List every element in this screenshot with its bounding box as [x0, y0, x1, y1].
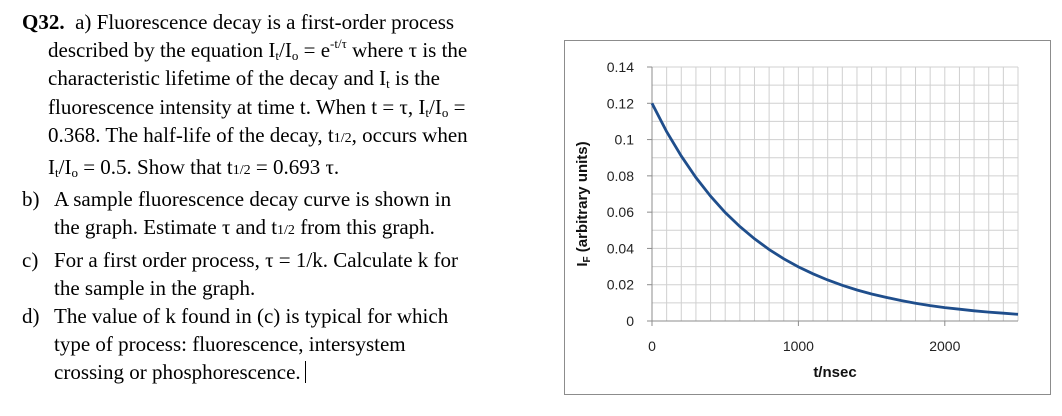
chart-grid [651, 66, 1019, 322]
x-axis-title: t/nsec [813, 364, 856, 381]
part-d-line-3: crossing or phosphorescence. [54, 358, 552, 386]
part-b: b) A sample fluorescence decay curve is … [22, 185, 552, 245]
part-a-line-4: fluorescence intensity at time t. When t… [48, 94, 466, 120]
y-tick-label: 0.02 [607, 277, 634, 293]
part-a-label: a) [75, 10, 92, 34]
part-b-line-1: A sample fluorescence decay curve is sho… [54, 187, 452, 212]
y-tick-label: 0.1 [615, 132, 635, 148]
question-text: Q32. a) Fluorescence decay is a first-or… [22, 8, 552, 387]
y-tick-label: 0.06 [607, 204, 634, 220]
part-d-label: d) [22, 304, 40, 329]
part-c-label: c) [22, 247, 39, 272]
decay-curve-line [650, 102, 1019, 316]
chart-axes [647, 66, 1018, 326]
part-d: d) The value of k found in (c) is typica… [22, 302, 552, 387]
part-b-label: b) [22, 187, 40, 212]
part-d-line-2: type of process: fluorescence, intersyst… [54, 332, 406, 357]
decay-chart-svg: 0 0.02 0.04 0.06 0.08 0.1 0.12 0.14 0 1000 2000 t/… [574, 59, 1019, 381]
question-number: Q32 [22, 10, 60, 34]
y-tick-label: 0.08 [607, 168, 634, 184]
y-tick-label: 0.04 [607, 240, 634, 256]
y-axis-title: IF (arbitrary units) [574, 141, 593, 266]
decay-chart: 0 0.02 0.04 0.06 0.08 0.1 0.12 0.14 0 1000 2000 t/… [564, 40, 1051, 395]
chart-tick-labels: 0 0.02 0.04 0.06 0.08 0.1 0.12 0.14 0 1000 2000 [607, 59, 961, 354]
part-a-text-1: Fluorescence decay is a first-order proc… [96, 10, 455, 34]
part-a-line-5: 0.368. The half-life of the decay, t1/2,… [48, 122, 468, 147]
part-b-line-2: the graph. Estimate τ and t1/2 from this… [54, 215, 435, 240]
y-tick-label: 0.14 [607, 59, 634, 75]
part-a-line-1: Q32. a) Fluorescence decay is a first-or… [22, 10, 455, 34]
y-tick-label: 0 [626, 313, 634, 329]
y-tick-label: 0.12 [607, 95, 634, 111]
x-tick-label: 1000 [783, 338, 814, 354]
part-c-line-2: the sample in the graph. [54, 275, 256, 300]
part-a-line-2: described by the equation It/Io = e-t/τ … [48, 36, 468, 64]
part-c: c) For a first order process, τ = 1/k. C… [22, 246, 552, 302]
text-cursor [304, 361, 306, 384]
part-d-line-1: The value of k found in (c) is typical f… [54, 304, 449, 329]
part-a-line-3: characteristic lifetime of the decay and… [48, 66, 440, 92]
x-tick-label: 2000 [929, 338, 960, 354]
x-tick-label: 0 [648, 338, 656, 354]
part-c-line-1: For a first order process, τ = 1/k. Calc… [54, 247, 459, 272]
part-a-line-6: It/Io = 0.5. Show that t1/2 = 0.693 τ. [48, 155, 340, 181]
